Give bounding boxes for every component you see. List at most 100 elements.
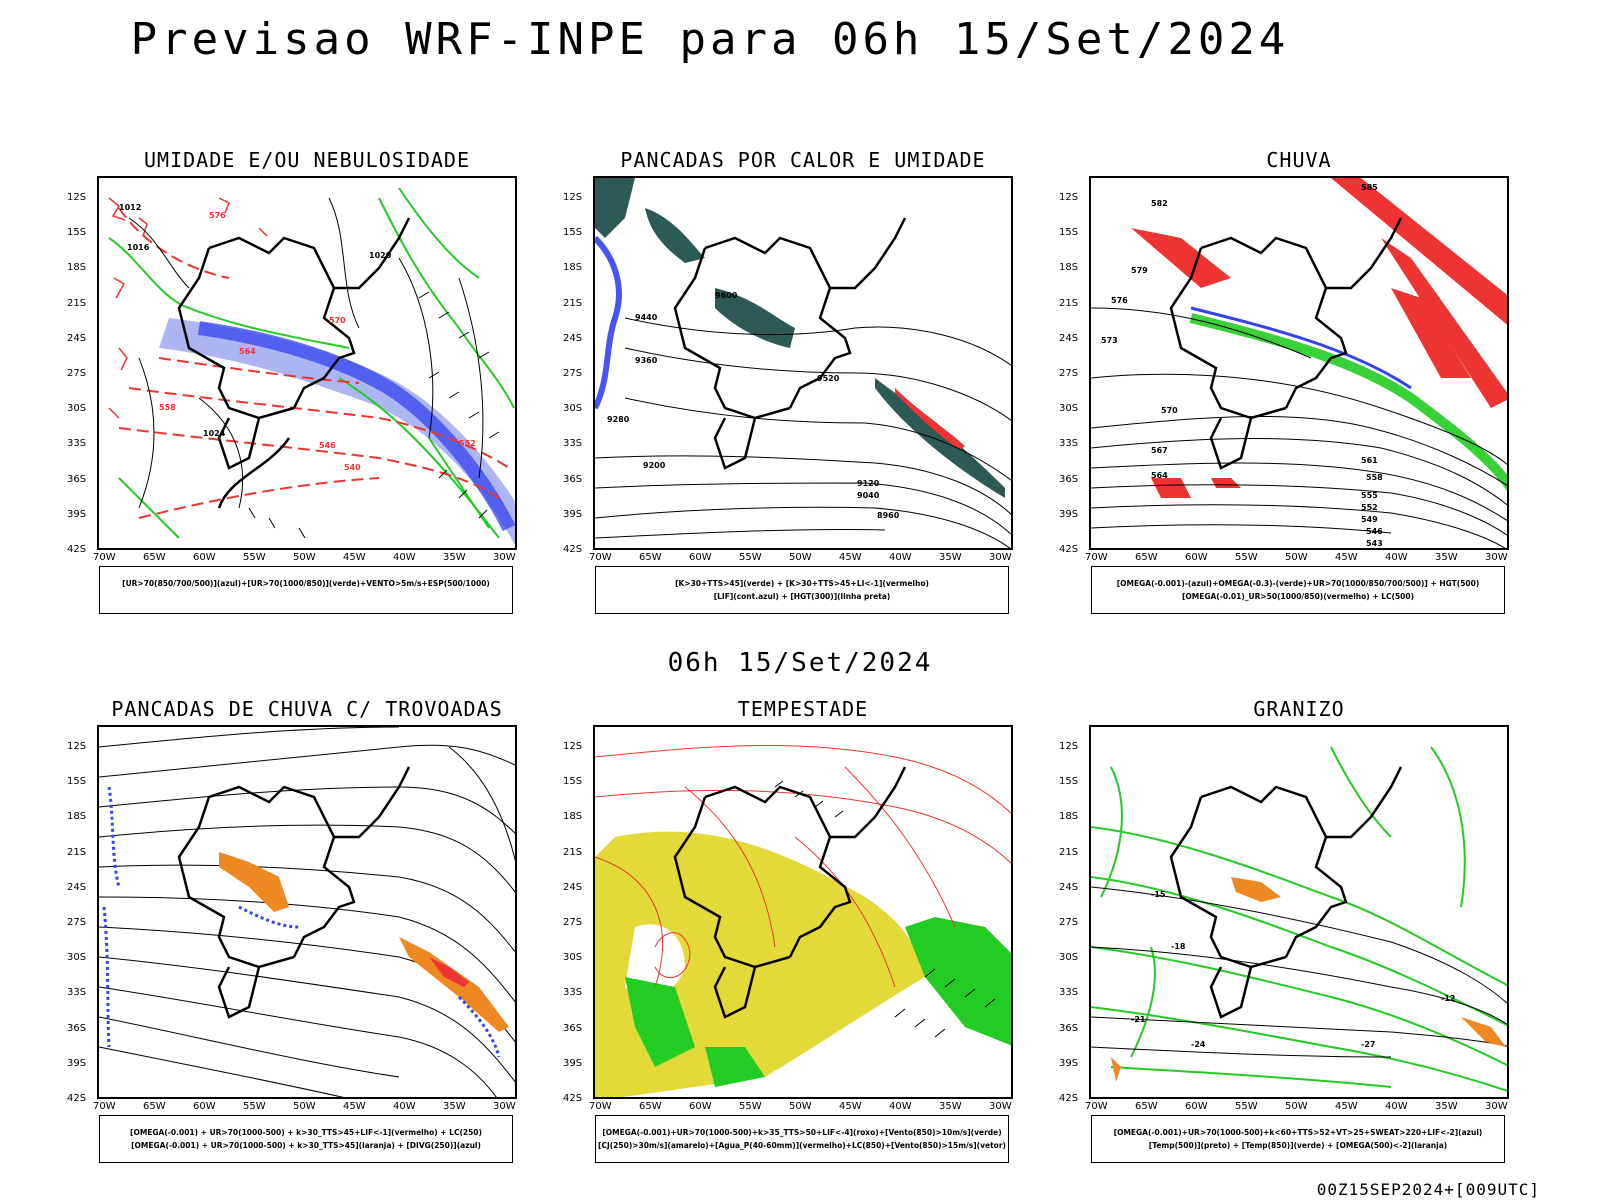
country-borders	[1169, 217, 1403, 470]
svg-text:564: 564	[1151, 471, 1168, 480]
lat-tick-label: 30S	[1059, 403, 1079, 415]
lon-tick-label: 70W	[1085, 552, 1108, 563]
lat-tick-label: 18S	[67, 811, 87, 823]
unstable-area	[875, 378, 1005, 498]
lat-tick-label: 24S	[67, 332, 87, 344]
panel-title: UMIDADE E/OU NEBULOSIDADE	[143, 148, 471, 172]
lon-tick-label: 40W	[889, 552, 912, 563]
lat-tick-label: 21S	[67, 297, 87, 309]
lat-tick-label: 21S	[563, 297, 583, 309]
svg-text:549: 549	[1361, 515, 1378, 524]
lc850-streamlines	[595, 744, 1011, 988]
svg-text:564: 564	[239, 347, 256, 356]
severe-instability	[895, 388, 965, 450]
lif-contours	[595, 235, 622, 410]
svg-text:9440: 9440	[635, 313, 658, 322]
svg-text:-15: -15	[1151, 890, 1166, 899]
hgt300-contours	[595, 317, 1011, 548]
lon-tick-label: 60W	[193, 552, 216, 563]
lon-tick-label: 65W	[1135, 1101, 1158, 1112]
temp500-contours	[1091, 886, 1507, 1058]
lat-tick-label: 39S	[1059, 508, 1079, 520]
country-borders	[673, 766, 907, 1019]
lon-tick-label: 50W	[293, 552, 316, 563]
lat-tick-label: 42S	[563, 544, 583, 555]
thunder-risk-red	[429, 957, 469, 987]
svg-text:555: 555	[1361, 491, 1378, 500]
lon-tick-label: 40W	[1385, 552, 1408, 563]
svg-text:558: 558	[1366, 473, 1383, 482]
lon-tick-label: 45W	[343, 1101, 366, 1112]
svg-text:552: 552	[1361, 503, 1378, 512]
country-borders	[177, 766, 411, 1019]
lon-tick-label: 70W	[589, 552, 612, 563]
lon-tick-label: 65W	[143, 552, 166, 563]
lon-tick-label: 30W	[1485, 1101, 1508, 1112]
lat-tick-label: 33S	[1059, 438, 1079, 450]
panel-title: PANCADAS POR CALOR E UMIDADE	[620, 148, 986, 172]
lon-tick-label: 60W	[689, 1101, 712, 1112]
svg-text:570: 570	[1161, 406, 1178, 415]
svg-text:561: 561	[1361, 456, 1378, 465]
svg-text:573: 573	[1101, 336, 1118, 345]
lat-tick-label: 21S	[1059, 297, 1079, 309]
lat-tick-label: 36S	[563, 1022, 583, 1034]
panel-legend: [OMEGA(-0.001)+UR>70(1000-500)+k<60+TTS>…	[1091, 1115, 1505, 1163]
lat-tick-label: 36S	[563, 473, 583, 485]
svg-text:585: 585	[1361, 183, 1378, 192]
lat-tick-label: 39S	[563, 1057, 583, 1069]
country-borders	[673, 217, 907, 470]
svg-text:1012: 1012	[119, 203, 141, 212]
lon-tick-label: 45W	[839, 1101, 862, 1112]
panel-umidade: UMIDADE E/OU NEBULOSIDADE	[97, 148, 517, 614]
lat-tick-label: 42S	[1059, 544, 1079, 555]
lat-tick-label: 33S	[67, 438, 87, 450]
lat-tick-label: 33S	[67, 987, 87, 999]
map-canvas: 1012 1016 1020 1024 576 570 564 558 552 …	[108, 187, 515, 545]
svg-text:552: 552	[459, 439, 476, 448]
contour-labels: 585 582 579 576 573 570 567 564 561 558 …	[1101, 183, 1383, 548]
lat-tick-label: 21S	[67, 846, 87, 858]
svg-text:582: 582	[1151, 199, 1168, 208]
lat-tick-label: 39S	[67, 1057, 87, 1069]
lat-tick-label: 36S	[1059, 1022, 1079, 1034]
hail-omega-areas	[1111, 877, 1506, 1082]
svg-text:9520: 9520	[817, 374, 840, 383]
red-fragments	[108, 197, 268, 419]
lon-tick-label: 40W	[889, 1101, 912, 1112]
lat-tick-label: 18S	[1059, 262, 1079, 274]
lon-tick-label: 40W	[1385, 1101, 1408, 1112]
map-trovoadas	[97, 725, 517, 1099]
lat-tick-label: 12S	[67, 741, 87, 752]
lat-tick-label: 30S	[563, 952, 583, 964]
unstable-area	[715, 288, 795, 348]
lat-tick-label: 24S	[563, 332, 583, 344]
lon-tick-label: 45W	[1335, 552, 1358, 563]
lat-tick-label: 15S	[67, 776, 87, 788]
svg-text:-24: -24	[1191, 1040, 1206, 1049]
lat-tick-label: 42S	[563, 1093, 583, 1104]
unstable-area	[595, 178, 635, 238]
map-canvas: -15 -18 -12 -21 -24 -27	[1091, 746, 1507, 1092]
lon-tick-label: 70W	[1085, 1101, 1108, 1112]
lat-tick-label: 30S	[67, 403, 87, 415]
lon-tick-label: 35W	[443, 552, 466, 563]
lat-tick-label: 39S	[1059, 1057, 1079, 1069]
svg-text:546: 546	[319, 441, 336, 450]
lat-tick-label: 42S	[67, 1093, 87, 1104]
svg-text:570: 570	[329, 316, 346, 325]
lat-tick-label: 27S	[1059, 368, 1079, 379]
lat-tick-label: 12S	[1059, 192, 1079, 203]
svg-text:543: 543	[1366, 539, 1383, 548]
lat-tick-label: 15S	[1059, 227, 1079, 239]
lon-tick-label: 50W	[1285, 552, 1308, 563]
lon-tick-label: 45W	[343, 552, 366, 563]
lon-tick-label: 35W	[1435, 1101, 1458, 1112]
lat-tick-label: 15S	[563, 227, 583, 239]
svg-text:-21: -21	[1131, 1015, 1146, 1024]
panel-title: PANCADAS DE CHUVA C/ TROVOADAS	[111, 697, 503, 721]
lat-tick-label: 12S	[67, 192, 87, 203]
lat-tick-label: 27S	[67, 368, 87, 379]
lat-tick-label: 33S	[1059, 987, 1079, 999]
lon-tick-label: 35W	[443, 1101, 466, 1112]
